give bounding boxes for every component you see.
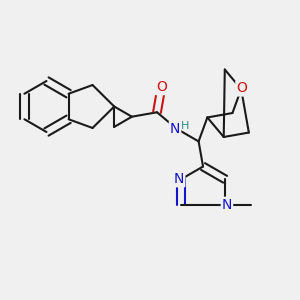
Text: N: N (222, 198, 232, 212)
Text: N: N (170, 122, 180, 136)
Text: O: O (156, 80, 167, 94)
Text: H: H (181, 121, 189, 131)
Text: O: O (236, 82, 247, 95)
Text: N: N (174, 172, 184, 186)
